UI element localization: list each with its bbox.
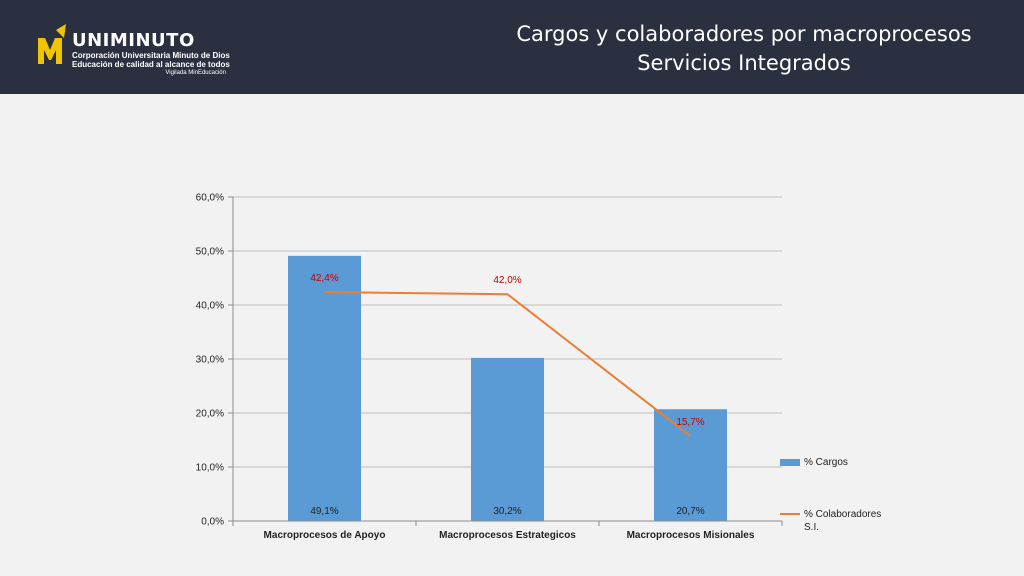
combo-chart: 0,0% 10,0% 20,0% 30,0% 40,0% 50,0% 60,0% 49,1%… <box>196 193 783 541</box>
line-data-label: 15,7% <box>676 417 704 428</box>
bar <box>654 409 727 521</box>
x-category-label: Macroprocesos Estrategicos <box>439 530 576 541</box>
x-category-label: Macroprocesos de Apoyo <box>264 530 386 541</box>
line-data-label: 42,0% <box>493 275 521 286</box>
bar <box>471 357 544 521</box>
x-axis: Macroprocesos de Apoyo Macroprocesos Estr… <box>232 520 783 541</box>
page-title-line1: Cargos y colaboradores por macroprocesos <box>516 22 972 46</box>
y-tick-label: 30,0% <box>196 355 224 366</box>
bar-series: 49,1% 30,2% 20,7% <box>288 255 727 522</box>
header-bar: UNIMINUTO Corporación Universitaria Minu… <box>0 0 1024 94</box>
page-title: Cargos y colaboradores por macroprocesos… <box>484 20 1004 78</box>
y-tick-label: 20,0% <box>196 409 224 420</box>
y-tick-label: 0,0% <box>201 517 224 528</box>
logo-subtitle: Corporación Universitaria Minuto de Dios <box>72 51 230 60</box>
line-path <box>324 291 692 438</box>
y-axis: 0,0% 10,0% 20,0% 30,0% 40,0% 50,0% 60,0% <box>196 193 234 528</box>
y-tick-label: 50,0% <box>196 247 224 258</box>
bar <box>288 255 361 522</box>
page-title-line2: Servicios Integrados <box>637 51 851 75</box>
uniminuto-logo: UNIMINUTO Corporación Universitaria Minu… <box>36 24 236 76</box>
legend-swatch-bar <box>780 459 800 466</box>
logo-slogan: Educación de calidad al alcance de todos <box>72 60 230 69</box>
bar-data-label: 30,2% <box>493 506 521 517</box>
y-tick-label: 40,0% <box>196 301 224 312</box>
md-logo-mark-icon <box>38 24 66 64</box>
x-category-label: Macroprocesos Misionales <box>627 530 755 541</box>
legend-swatch-line <box>780 513 800 515</box>
line-series: 42,4% 42,0% 15,7% <box>310 273 705 438</box>
y-tick-label: 10,0% <box>196 463 224 474</box>
bar-data-label: 20,7% <box>676 506 704 517</box>
bar-data-label: 49,1% <box>310 506 338 517</box>
logo-name: UNIMINUTO <box>72 30 195 51</box>
legend-label-colaboradores: % Colaboradores S.I. <box>804 509 882 533</box>
y-tick-label: 60,0% <box>196 193 224 204</box>
line-data-label: 42,4% <box>310 273 338 284</box>
legend-label-cargos: % Cargos <box>804 457 848 468</box>
logo-vigilada: Vigilada MinEducación <box>165 70 226 76</box>
